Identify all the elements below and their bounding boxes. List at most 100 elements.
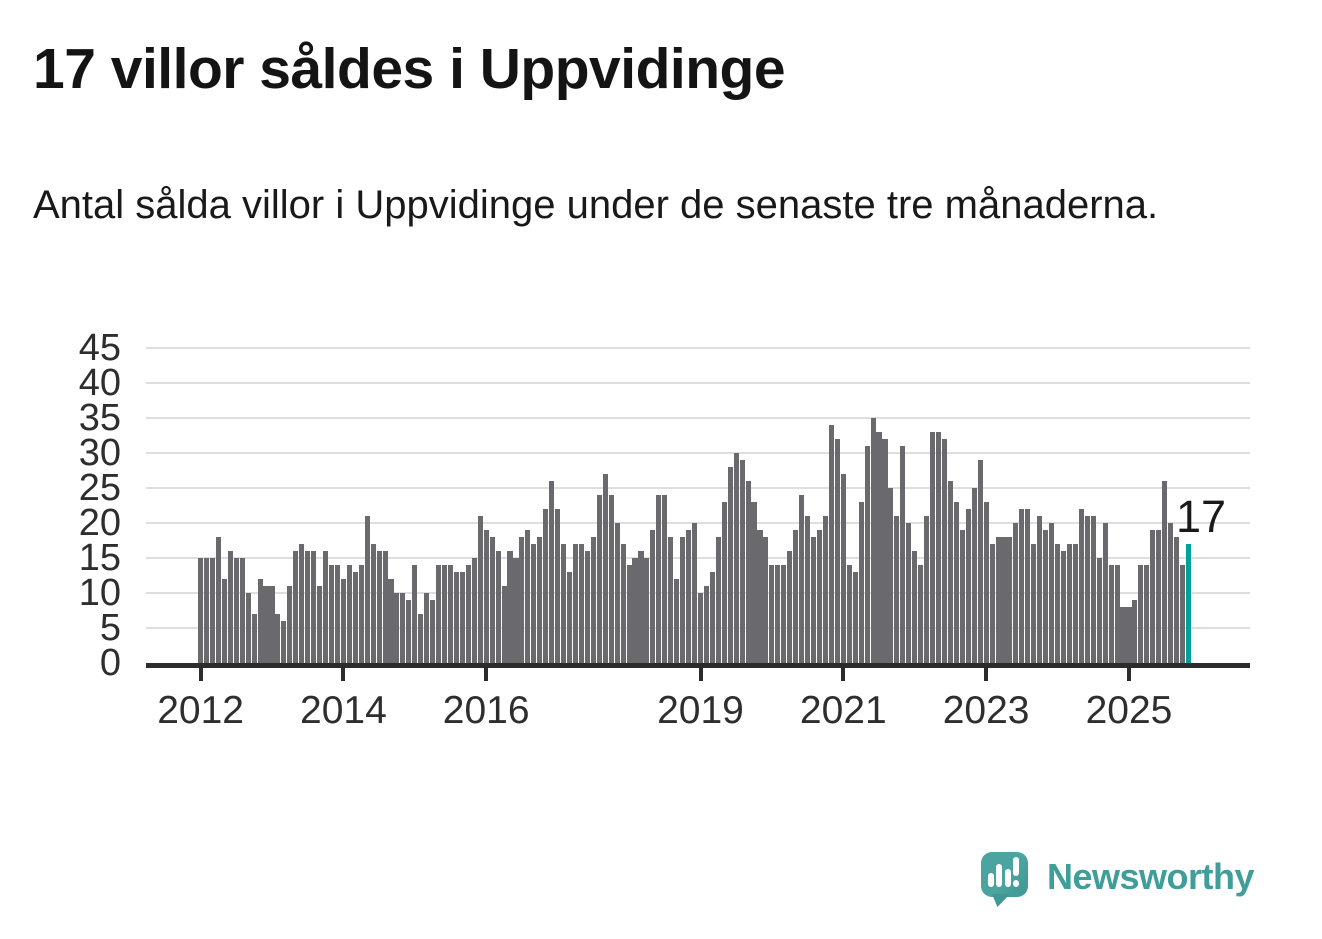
bar xyxy=(805,516,811,663)
bar xyxy=(293,551,299,663)
bar xyxy=(257,579,263,663)
gridline-40 xyxy=(146,382,1250,384)
logo-bar-small xyxy=(987,872,994,887)
bar xyxy=(543,509,549,663)
bar xyxy=(537,537,543,663)
bar xyxy=(418,614,424,663)
bar xyxy=(840,474,846,663)
bar xyxy=(1138,565,1144,663)
x-axis-label-2016: 2016 xyxy=(442,689,530,732)
bar xyxy=(549,481,555,663)
bar xyxy=(1126,607,1132,663)
x-axis-tick-2021 xyxy=(841,668,846,681)
bar xyxy=(263,586,269,663)
bar xyxy=(388,579,394,663)
bar xyxy=(787,551,793,663)
bar xyxy=(650,530,656,663)
bar xyxy=(1072,544,1078,663)
bar xyxy=(935,432,942,663)
bar xyxy=(882,439,888,663)
bar xyxy=(668,537,674,663)
bar xyxy=(317,586,323,663)
bar xyxy=(477,516,483,663)
bar xyxy=(1108,565,1114,663)
bar xyxy=(894,516,900,663)
bar xyxy=(1084,516,1090,663)
bar xyxy=(941,439,948,663)
bar xyxy=(1168,523,1174,663)
newsworthy-logo: Newsworthy xyxy=(981,849,1301,919)
page-title: 17 villor såldes i Uppvidinge xyxy=(33,37,786,101)
bar xyxy=(757,530,763,663)
bar xyxy=(816,530,823,663)
bar xyxy=(906,523,912,663)
bar xyxy=(924,516,930,663)
bar xyxy=(1007,537,1013,663)
bar xyxy=(311,551,317,663)
bar xyxy=(1037,516,1043,663)
bar xyxy=(828,425,834,663)
bar xyxy=(727,467,733,663)
bar xyxy=(519,537,525,663)
x-axis-tick-2019 xyxy=(698,668,703,681)
bar xyxy=(793,530,799,663)
bar xyxy=(305,551,311,663)
y-axis-label: 40 xyxy=(78,362,121,404)
bar xyxy=(513,558,519,663)
x-axis-tick-2014 xyxy=(341,668,346,681)
bar xyxy=(1162,481,1168,663)
bar xyxy=(870,418,876,663)
bar xyxy=(364,516,370,663)
bar xyxy=(233,558,239,663)
y-axis-label: 0 xyxy=(99,642,121,684)
y-axis-label: 45 xyxy=(78,327,121,369)
bar xyxy=(1174,537,1180,663)
bar xyxy=(912,551,918,663)
bar xyxy=(834,439,840,663)
bar xyxy=(686,530,692,663)
bar xyxy=(561,544,567,663)
bar xyxy=(1043,530,1049,663)
bar xyxy=(1031,544,1037,663)
x-axis-label-2021: 2021 xyxy=(799,689,887,732)
bar xyxy=(900,446,906,663)
bar xyxy=(453,572,459,663)
bar xyxy=(781,565,787,663)
x-axis-line xyxy=(146,663,1250,668)
bar xyxy=(459,572,465,663)
gridline-30 xyxy=(146,452,1250,454)
bar xyxy=(680,537,686,663)
gridline-20 xyxy=(146,522,1250,524)
bar xyxy=(983,502,989,663)
gridline-15 xyxy=(146,557,1250,559)
bar xyxy=(1049,523,1055,663)
x-axis-label-2019: 2019 xyxy=(657,689,744,732)
bar xyxy=(471,558,477,663)
bar xyxy=(930,432,936,663)
bar xyxy=(483,530,489,663)
newsworthy-logo-icon xyxy=(981,852,1028,897)
logo-exclamation-dot xyxy=(1013,880,1019,887)
bar xyxy=(322,551,329,663)
bar xyxy=(412,565,418,663)
bar xyxy=(775,565,781,663)
bar xyxy=(245,593,251,663)
bar xyxy=(275,614,281,663)
bar xyxy=(953,502,959,663)
last-value-label: 17 xyxy=(1176,491,1227,542)
bar xyxy=(507,551,513,663)
bar xyxy=(370,544,376,663)
bar xyxy=(751,502,757,663)
bar xyxy=(656,495,662,663)
bar xyxy=(1066,544,1072,663)
bar xyxy=(1001,537,1007,663)
y-axis-label: 35 xyxy=(78,397,121,439)
bar xyxy=(430,600,436,663)
bar xyxy=(590,537,596,663)
bar xyxy=(733,453,739,663)
bar xyxy=(501,586,507,663)
x-axis-tick-2016 xyxy=(484,668,489,681)
bar xyxy=(745,481,751,663)
bar xyxy=(578,544,584,663)
bar xyxy=(566,572,573,663)
